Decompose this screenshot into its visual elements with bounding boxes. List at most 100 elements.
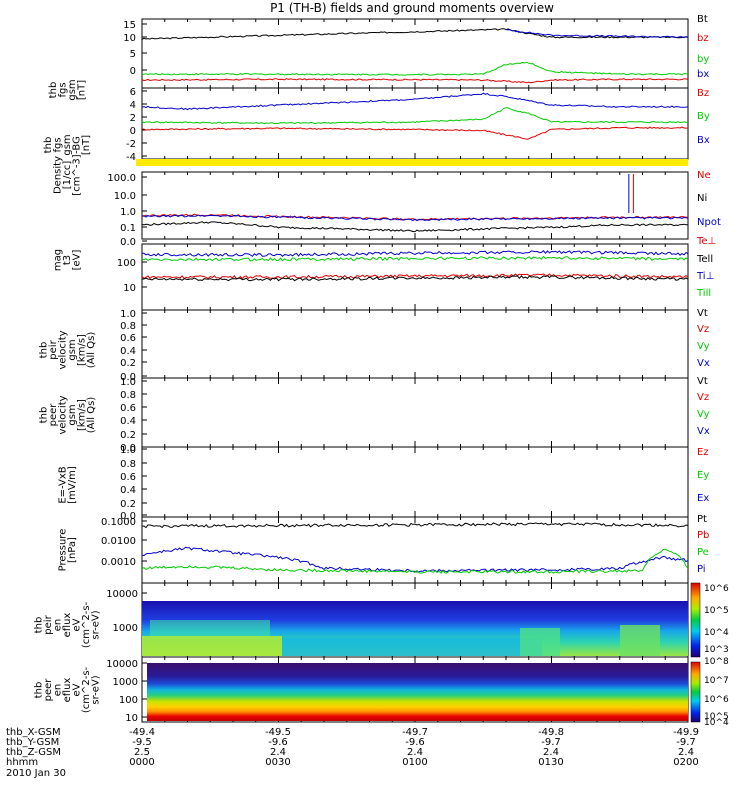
y-tick-label: 10000 bbox=[106, 589, 138, 600]
y-axis-label-line: peer bbox=[43, 678, 54, 702]
y-tick-label: 0.4 bbox=[120, 416, 136, 427]
y-tick-label: 10 bbox=[123, 33, 136, 44]
y-tick-label: 0.6 bbox=[120, 403, 136, 414]
footer-value: -9.7 bbox=[676, 737, 696, 748]
y-axis-label-line: thb bbox=[48, 82, 59, 99]
y-tick-label: 100 bbox=[117, 258, 136, 269]
y-axis-label-line: t3 bbox=[62, 255, 73, 265]
y-tick-label: 1.0 bbox=[120, 207, 136, 218]
y-tick-label: 10 bbox=[123, 283, 136, 294]
y-axis-label: E=-VxB[mV/m] bbox=[57, 466, 78, 504]
series-line-bz bbox=[141, 78, 689, 84]
footer-value: -49.8 bbox=[538, 727, 564, 738]
legend-label: Npot bbox=[697, 217, 721, 228]
colorbar-label: 10^5 bbox=[704, 606, 729, 616]
y-axis-label-line: gsm bbox=[67, 339, 78, 360]
footer-value: -49.5 bbox=[265, 727, 291, 738]
footer-value: -49.9 bbox=[673, 727, 699, 738]
panel-frame bbox=[141, 171, 689, 240]
colorbar-label: 10^6 bbox=[704, 584, 729, 594]
y-tick-label: 0.6 bbox=[120, 333, 136, 344]
legend-label: Te⊥ bbox=[696, 236, 716, 247]
y-tick-label: 0.0100 bbox=[101, 536, 136, 547]
y-axis-label-line: sr-eV) bbox=[91, 610, 102, 639]
series-line-Bx bbox=[141, 92, 689, 111]
footer-label: hhmm bbox=[6, 757, 38, 768]
y-axis-label-line: [1/cc] bbox=[62, 161, 73, 190]
y-axis-label-line: gsm bbox=[62, 134, 73, 155]
series-line-Te⊥ bbox=[141, 273, 689, 280]
legend-label: Bz bbox=[697, 88, 709, 99]
footer-value: 0100 bbox=[402, 757, 427, 768]
legend-label: Pe bbox=[697, 547, 709, 558]
legend-label: Bx bbox=[697, 135, 710, 146]
y-axis-label-line: fgs bbox=[57, 82, 68, 97]
y-axis-label-line: (All Qs) bbox=[86, 397, 97, 434]
series-line-bx bbox=[505, 29, 689, 39]
footer-row-x: thb_X-GSM -49.4 -49.5 -49.7 -49.8 -49.9 bbox=[6, 727, 699, 738]
y-tick-label: 2 bbox=[130, 113, 136, 124]
y-tick-label: 0.2 bbox=[120, 499, 136, 510]
series-line-Bz bbox=[141, 126, 689, 140]
y-tick-label: 0 bbox=[130, 66, 136, 77]
legend-label: Pb bbox=[697, 530, 709, 541]
legend-label: bx bbox=[697, 69, 709, 80]
panel-pressure: 0.1000 0.0100 0.0010 Pressure[nPa] Pt Pb Pe Pi bbox=[57, 514, 709, 584]
colorbar-label: 10^6 bbox=[704, 695, 729, 705]
y-axis-label-line: thb bbox=[34, 617, 45, 634]
series-line-By bbox=[141, 107, 689, 125]
y-axis-label-line: [cm^-3] bbox=[72, 154, 83, 195]
legend-label: Vz bbox=[697, 324, 709, 335]
y-axis-label-line: -BG bbox=[72, 136, 83, 154]
legend-label: Pt bbox=[697, 514, 707, 525]
legend-label: Vt bbox=[697, 308, 708, 319]
legend-label: Bt bbox=[697, 14, 708, 25]
panel-frame bbox=[141, 309, 689, 379]
legend-label: Vy bbox=[697, 409, 710, 420]
y-tick-label: 0.8 bbox=[120, 459, 136, 470]
y-axis-label-line: peer bbox=[48, 403, 59, 427]
y-tick-label: 0.1 bbox=[120, 223, 136, 234]
colorbar-label: 10^4 bbox=[704, 718, 729, 728]
panel-peir-velocity: 1.00.80.6 0.40.2 0.0 thbpeirvelocitygsm[km/… bbox=[38, 308, 710, 383]
footer-value: -49.7 bbox=[402, 727, 428, 738]
y-tick-label: 6 bbox=[130, 87, 136, 98]
series-line-Npot bbox=[141, 214, 689, 222]
y-tick-label: 0.0010 bbox=[101, 557, 136, 568]
y-axis-label-line: (cm^2-s- bbox=[81, 666, 92, 713]
y-axis-label-line: (cm^2-s- bbox=[81, 601, 92, 648]
legend-label: By bbox=[697, 111, 710, 122]
footer-value: -49.4 bbox=[129, 727, 155, 738]
footer-label: thb_Z-GSM bbox=[6, 747, 61, 758]
y-tick-label: 10000 bbox=[106, 659, 138, 670]
y-axis-label-line: gsm bbox=[67, 404, 78, 425]
y-tick-label: 0.6 bbox=[120, 472, 136, 483]
footer-value: 2.4 bbox=[543, 747, 559, 758]
footer-value: 0030 bbox=[265, 757, 290, 768]
y-tick-label: 0.2 bbox=[120, 430, 136, 441]
footer-label: thb_X-GSM bbox=[6, 727, 61, 738]
y-axis-label-line: Density bbox=[53, 156, 64, 194]
series-line-Ti⊥ bbox=[141, 250, 689, 257]
y-axis-label-line: sr-eV) bbox=[91, 675, 102, 704]
y-tick-label: 100.0 bbox=[107, 173, 136, 184]
colorbar-label: 10^5 bbox=[704, 712, 729, 722]
footer-row-z: thb_Z-GSM 2.5 2.4 2.4 2.4 2.4 bbox=[6, 747, 694, 758]
footer-value: 0000 bbox=[129, 757, 154, 768]
y-tick-label: 10.0 bbox=[114, 191, 136, 202]
y-axis-label: Density[1/cc][cm^-3] bbox=[53, 154, 83, 195]
y-tick-label: 0.2 bbox=[120, 358, 136, 369]
footer-date: 2010 Jan 30 bbox=[6, 768, 66, 779]
panel-frame bbox=[141, 446, 689, 518]
y-axis-label-line: eV bbox=[72, 618, 83, 631]
panel-density: 100.0 10.0 1.0 0.1 0.0 Density[1/cc][cm^-3] Ne… bbox=[53, 154, 721, 248]
legend-label: Ey bbox=[697, 470, 709, 481]
y-tick-label: 1.0 bbox=[120, 377, 136, 388]
series-line-Bt bbox=[141, 28, 689, 40]
y-tick-label: 0.4 bbox=[120, 485, 136, 496]
footer-value: 0200 bbox=[673, 757, 698, 768]
